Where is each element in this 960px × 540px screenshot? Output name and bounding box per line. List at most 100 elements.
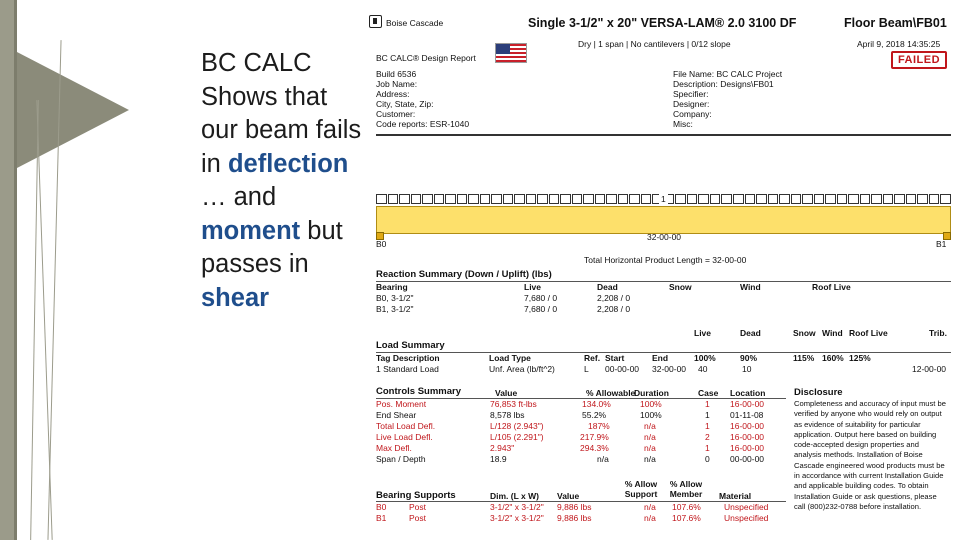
load-header: 160% [822,353,844,363]
beam-bar [376,206,951,234]
controls-cell: n/a [644,421,656,431]
design-report: Boise Cascade Single 3-1/2" x 20" VERSA-… [366,10,953,540]
support-right-icon [943,232,951,240]
load-cell: 32-00-00 [652,364,687,374]
info-label: Build 6536 [376,69,417,79]
reaction-cell: 7,680 / 0 [524,304,558,314]
controls-cell: 100% [640,410,662,420]
reaction-cell: 2,208 / 0 [597,293,631,303]
highlight-moment: moment [201,216,301,245]
bearing-header: Dim. (L x W) [490,491,539,501]
info-label: Address: [376,89,410,99]
controls-cell: L/105 (2.291") [490,432,544,442]
design-report-label: BC CALC® Design Report [376,53,476,63]
info-label: Code reports: [376,119,428,129]
support-left-icon [376,232,384,240]
controls-cell: End Shear [376,410,417,420]
info-label: Misc: [673,119,693,129]
status-badge: FAILED [891,51,947,69]
bearing-cell: B0 [376,502,387,512]
bearing-header: Value [557,491,580,501]
controls-cell: 00-00-00 [730,454,765,464]
controls-cell: 16-00-00 [730,432,765,442]
load-header: Start [605,353,625,363]
controls-cell: 134.0% [582,399,611,409]
controls-cell: 187% [588,421,610,431]
load-cell: Unf. Area (lb/ft^2) [489,364,555,374]
bearing-cell: 3-1/2" x 3-1/2" [490,513,544,523]
controls-cell: 294.3% [580,443,609,453]
reaction-cell: B0, 3-1/2" [376,293,414,303]
text-part: BC CALC Shows that our beam fails in [201,49,362,178]
report-title: Single 3-1/2" x 20" VERSA-LAM® 2.0 3100 … [528,16,797,30]
reaction-summary-title: Reaction Summary (Down / Uplift) (lbs) [376,269,552,280]
info-label: Designer: [673,99,710,109]
header-divider [376,134,951,136]
bearing-cell: 3-1/2" x 3-1/2" [490,502,544,512]
text-part: but passes in [201,216,343,279]
load-cell: 10 [742,364,752,374]
controls-header: Value [495,388,518,398]
load-header: Ref. [584,353,601,363]
reaction-cell: B1, 3-1/2" [376,304,414,314]
controls-cell: 8,578 lbs [490,410,525,420]
controls-cell: n/a [644,432,656,442]
controls-header: Case [698,388,719,398]
load-header: End [652,353,669,363]
load-factor-header: Trib. [929,328,947,338]
load-header: 115% [793,353,815,363]
controls-summary-title: Controls Summary [376,386,461,397]
info-value: BC CALC Project [716,69,783,79]
divider [376,352,951,353]
controls-cell: 2 [705,432,710,442]
controls-cell: 16-00-00 [730,399,765,409]
bearing-cell: 107.6% [672,513,701,523]
load-cell: 00-00-00 [605,364,640,374]
controls-cell: n/a [597,454,609,464]
controls-cell: Pos. Moment [376,399,427,409]
slide-body-text: BC CALC Shows that our beam fails in def… [201,47,371,315]
info-left: Build 6536 Job Name: Address: City, Stat… [376,69,469,129]
controls-header: % Allowable [586,388,636,398]
controls-cell: 01-11-08 [730,410,764,420]
info-value: Designs\FB01 [720,79,774,89]
disclosure-text: Completeness and accuracy of input must … [794,399,946,511]
controls-header: Duration [634,388,669,398]
controls-cell: 1 [705,443,710,453]
arrow-shape [17,52,129,168]
bearing-cell: 9,886 lbs [557,513,592,523]
controls-cell: 1 [705,399,710,409]
controls-cell: 55.2% [582,410,607,420]
info-label: Specifier: [673,89,709,99]
highlight-deflection: deflection [227,149,349,178]
bearing-cell: n/a [644,513,656,523]
reaction-header: Wind [740,282,761,292]
bearing-header: % Allow Support [624,479,658,499]
controls-cell: 2.943" [490,443,515,453]
member-path: Floor Beam\FB01 [844,16,947,30]
load-header: 100% [694,353,716,363]
controls-cell: n/a [644,443,656,453]
load-summary-title: Load Summary [376,340,445,351]
left-accent-stripe [14,0,17,540]
load-factor-header: Snow [793,328,816,338]
us-flag-icon [495,43,527,63]
info-label: Job Name: [376,79,418,89]
bearing-cell: Unspecified [724,513,769,523]
load-header: 90% [740,353,758,363]
span-length: 32-00-00 [647,232,682,242]
divider [376,398,786,399]
divider [376,281,951,282]
bearing-header: % Allow Member [669,479,703,499]
load-cell: 40 [698,364,708,374]
bearing-cell: Post [409,513,427,523]
bearing-cell: n/a [644,502,656,512]
load-cell: L [584,364,589,374]
report-subtitle: Dry | 1 span | No cantilevers | 0/12 slo… [578,39,731,49]
controls-cell: Span / Depth [376,454,426,464]
load-header: Tag Description [376,353,440,363]
load-cell: 12-00-00 [912,364,947,374]
reaction-cell: 2,208 / 0 [597,304,631,314]
controls-cell: 1 [705,421,710,431]
load-marker: 1 [659,194,668,204]
